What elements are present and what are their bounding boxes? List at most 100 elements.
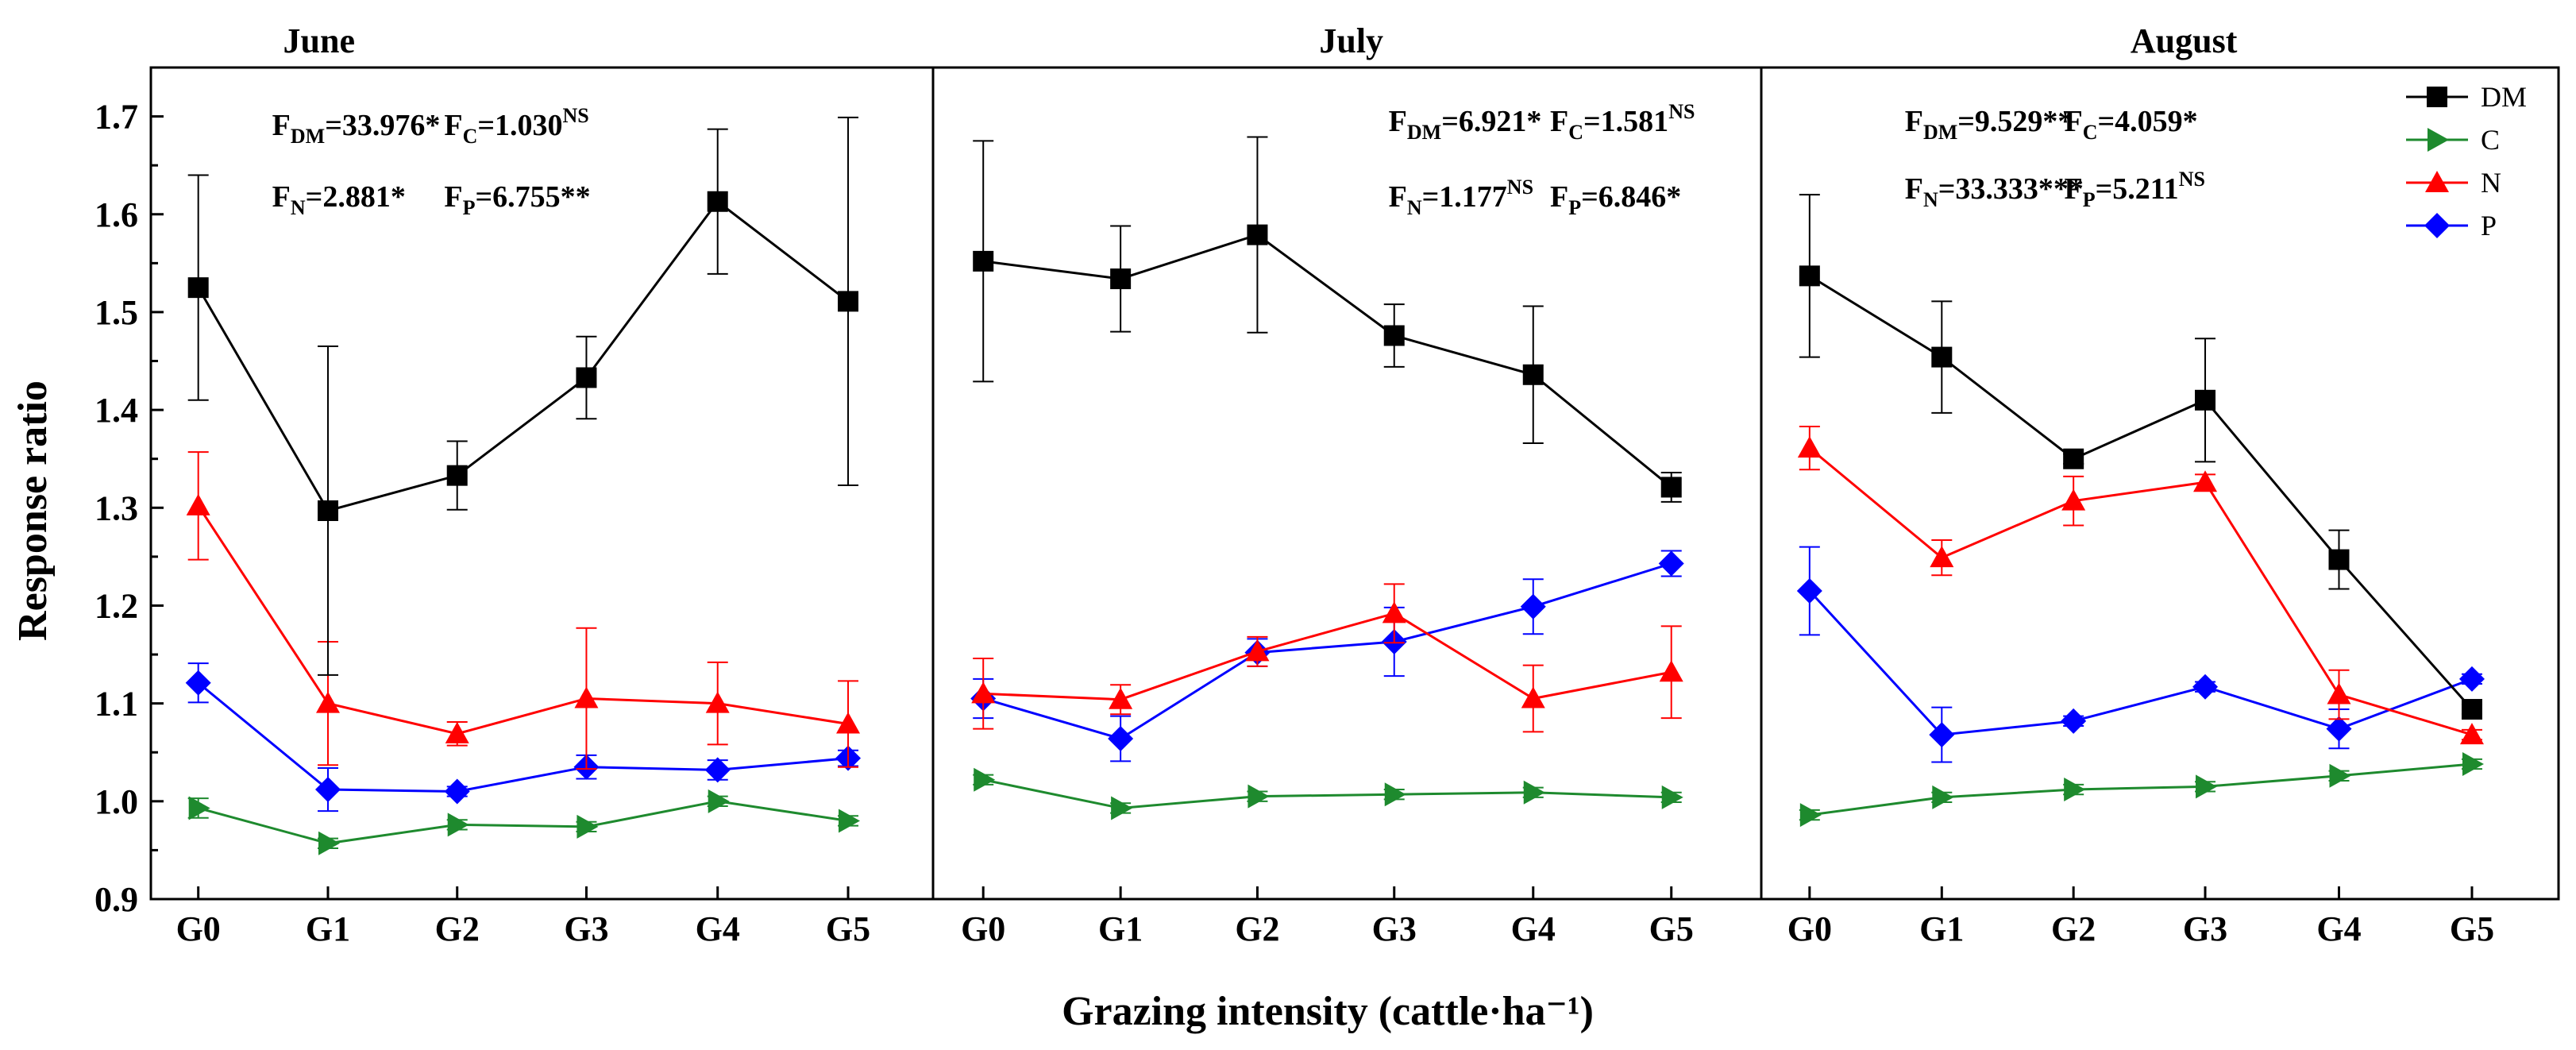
x-tick-label: G3 (1372, 909, 1417, 948)
legend-label: C (2481, 124, 2500, 156)
stat-superscript: NS (2179, 168, 2205, 191)
x-tick-label: G2 (435, 909, 480, 948)
y-tick-label: 1.2 (94, 586, 138, 625)
series-dm-august (1799, 194, 2482, 720)
plot-frame-layer (149, 66, 2560, 901)
stat-value: =2.881* (306, 180, 406, 214)
stat-subscript: C (463, 125, 478, 148)
data-point (316, 691, 341, 713)
data-point (973, 250, 994, 272)
stat-f-letter: F (1389, 180, 1407, 214)
stat-f-letter: F (1550, 180, 1568, 214)
stat-subscript: N (1923, 188, 1938, 211)
y-axis-title: Response ratio (10, 380, 56, 641)
legend-label: DM (2481, 81, 2527, 113)
series-line (1808, 447, 2473, 736)
stat-f-letter: F (1389, 105, 1407, 138)
legend-marker (2427, 87, 2447, 107)
stat-f-letter: F (1550, 105, 1568, 138)
stat-value: =33.333*** (1938, 172, 2084, 206)
stat-f-letter: F (444, 180, 462, 214)
data-point (1523, 780, 1545, 805)
data-point (1658, 550, 1684, 577)
data-point (2326, 716, 2352, 742)
data-point (1520, 593, 1546, 620)
legend-marker (2425, 171, 2449, 192)
x-tick-label: G2 (2051, 909, 2096, 948)
stat-value: =6.755** (475, 180, 590, 214)
data-point (2327, 682, 2351, 705)
legend-entry-dm: DM (2406, 81, 2527, 113)
series-line (1809, 762, 2473, 816)
data-point (2462, 752, 2484, 777)
stat-f-p: FP=6.846* (1550, 180, 1681, 219)
data-point (577, 814, 599, 839)
data-point (836, 712, 861, 734)
data-point (188, 796, 210, 820)
data-point (447, 813, 469, 837)
stat-f-dm: FDM=33.976* (272, 109, 441, 148)
stat-subscript: P (2083, 188, 2096, 211)
legend-entry-p: P (2406, 210, 2497, 241)
series-p-june (185, 662, 862, 813)
data-point (704, 757, 731, 783)
stat-value: =6.846* (1581, 180, 1681, 214)
data-point (446, 465, 468, 486)
stat-f-letter: F (2065, 172, 2083, 206)
data-point (2329, 763, 2351, 788)
x-tick-label: G0 (961, 909, 1005, 948)
x-tick-label: G1 (1919, 909, 1964, 948)
stat-subscript: N (1407, 196, 1422, 219)
data-point (2063, 448, 2084, 469)
x-tick-label: G2 (1235, 909, 1279, 948)
series-p-july (970, 550, 1684, 762)
series-line (198, 800, 849, 845)
data-point (974, 767, 996, 792)
data-point (838, 291, 859, 312)
data-point (705, 691, 730, 713)
stat-f-n: FN=1.177NS (1389, 176, 1533, 219)
stat-superscript: NS (1507, 176, 1533, 199)
data-point (1799, 803, 1822, 828)
series-line (982, 562, 1672, 740)
stat-value: =33.976* (325, 109, 440, 142)
stat-superscript: NS (563, 104, 589, 127)
data-point (708, 789, 730, 813)
data-point (2061, 488, 2086, 511)
data-point (1245, 639, 1270, 662)
series-c-august (1799, 752, 2484, 828)
x-tick-label: G1 (306, 909, 350, 948)
stat-f-dm: FDM=9.529** (1905, 105, 2073, 144)
panel-title-july: July (1319, 21, 1383, 60)
data-point (2195, 389, 2216, 411)
data-point (1931, 346, 1953, 368)
y-tick-label: 0.9 (94, 880, 138, 919)
data-point (1111, 796, 1133, 820)
data-point (445, 721, 469, 743)
x-tick-label: G1 (1098, 909, 1143, 948)
y-tick-label: 1.7 (94, 98, 138, 137)
stat-f-dm: FDM=6.921* (1389, 105, 1542, 144)
series-line (197, 199, 849, 512)
stat-f-letter: F (272, 109, 291, 142)
x-tick-label: G0 (1787, 909, 1832, 948)
legend-entry-n: N (2406, 167, 2501, 199)
legend-label: N (2481, 167, 2501, 199)
data-point (1109, 687, 1133, 709)
panel-title-august: August (2131, 21, 2238, 60)
data-point (187, 277, 209, 299)
data-point (1929, 722, 1955, 748)
data-point (315, 777, 341, 803)
data-point (1659, 660, 1683, 682)
data-point (185, 670, 211, 696)
x-tick-label: G3 (2183, 909, 2227, 948)
data-point (318, 500, 339, 521)
stat-value: =4.059* (2098, 105, 2198, 138)
series-dm-june (187, 116, 859, 676)
data-point (707, 191, 728, 212)
x-tick-label: G5 (2450, 909, 2494, 948)
data-point (2192, 674, 2219, 700)
series-line (197, 505, 849, 735)
x-tick-label: G3 (564, 909, 608, 948)
